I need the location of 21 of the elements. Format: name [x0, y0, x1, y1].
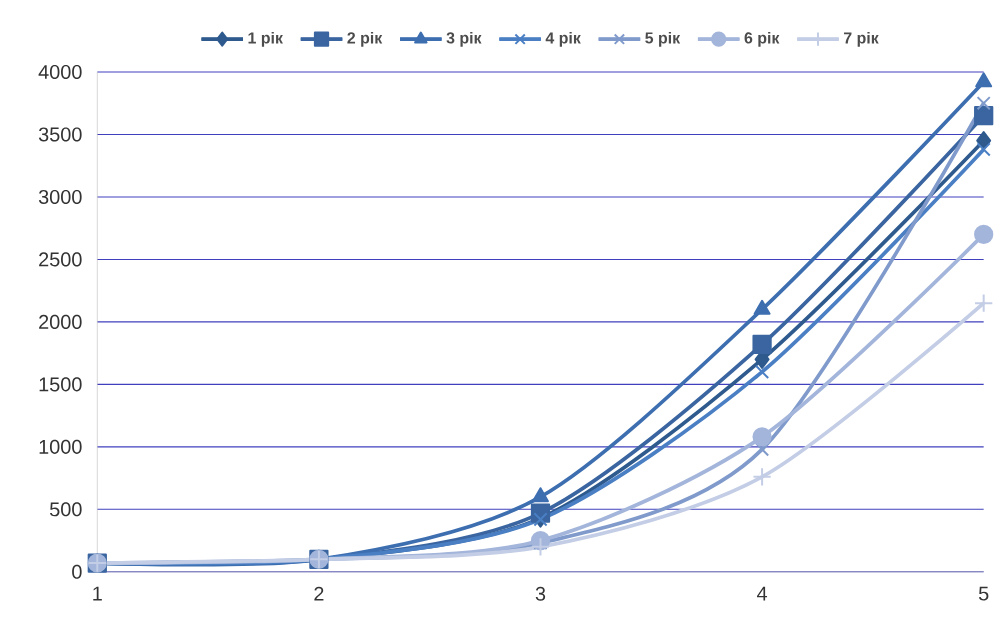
y-tick-label: 2000 — [39, 314, 82, 329]
x-tick-label: 2 — [314, 586, 324, 601]
x-tick-label: 3 — [535, 586, 546, 601]
legend-label: 7 рік — [843, 31, 879, 47]
y-tick-label: 500 — [49, 502, 82, 517]
legend-label: 6 рік — [744, 31, 780, 47]
y-tick-label: 2500 — [39, 252, 82, 267]
legend-label: 1 рік — [248, 31, 283, 47]
y-tick-label: 3500 — [38, 127, 82, 142]
x-tick-label: 5 — [978, 586, 989, 601]
legend-label: 5 рік — [645, 31, 681, 47]
x-tick-label: 4 — [757, 586, 768, 601]
y-tick-label: 0 — [72, 564, 82, 579]
legend-label: 4 рік — [545, 31, 581, 47]
legend-label: 2 рік — [347, 31, 383, 47]
y-tick-label: 4000 — [38, 64, 82, 79]
y-tick-label: 3000 — [38, 189, 82, 204]
legend-label: 3 рік — [446, 31, 482, 47]
y-tick-label: 1500 — [39, 377, 82, 392]
x-tick-label: 1 — [93, 586, 102, 601]
y-tick-label: 1000 — [39, 439, 82, 454]
